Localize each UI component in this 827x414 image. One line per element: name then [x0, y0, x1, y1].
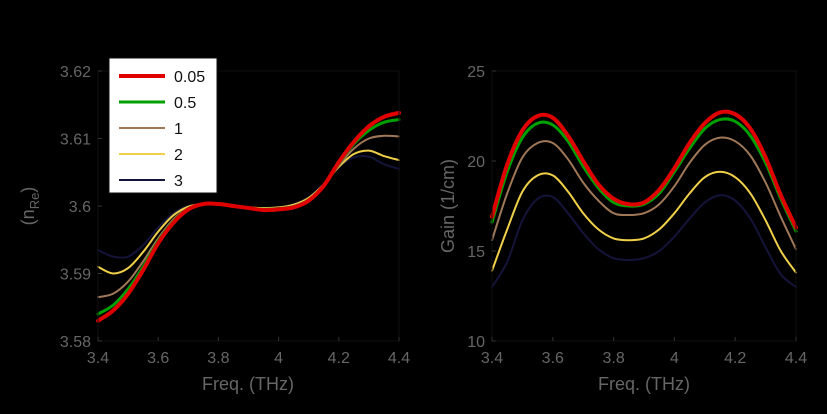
x-tick-label: 4.2: [328, 350, 350, 367]
x-axis-label: Freq. (THz): [202, 374, 294, 394]
y-tick-label: 3.6: [69, 199, 91, 216]
y-axis-label-sub: Re: [27, 193, 42, 210]
y-axis-label-main: (n: [18, 209, 38, 225]
axes-box: [491, 70, 797, 342]
y-tick-label: 3.59: [60, 267, 91, 284]
x-tick-label: 4.4: [785, 350, 807, 367]
series-line-2: [491, 170, 797, 274]
legend-label-3: 3: [174, 173, 183, 190]
x-tick-label: 3.4: [481, 350, 503, 367]
y-axis-label: Gain (1/cm): [438, 159, 458, 253]
x-tick-label: 3.4: [87, 350, 109, 367]
x-tick-label: 3.6: [147, 350, 169, 367]
y-tick-labels: 3.58 3.59 3.6 3.61 3.62: [60, 64, 102, 351]
y-axis-label-close: ): [18, 187, 38, 193]
x-tick-label: 4.2: [724, 350, 746, 367]
legend-label-1: 1: [174, 121, 183, 138]
x-tick-label: 3.8: [207, 350, 229, 367]
plot-area: [492, 71, 796, 341]
series-line-1: [491, 136, 797, 251]
x-tick-labels: 3.4 3.6 3.8 4 4.2 4.4: [481, 337, 807, 367]
series-lines: [490, 109, 798, 288]
series-line-0-05: [96, 110, 401, 323]
series-line-3: [491, 194, 797, 288]
y-tick-label: 3.58: [60, 334, 91, 351]
panel-refractive-index: 3.4 3.6 3.8 4 4.2 4.4 3.58 3.59 3.6 3.61 3.62 Fre…: [18, 57, 410, 394]
x-tick-labels: 3.4 3.6 3.8 4 4.2 4.4: [87, 337, 410, 367]
legend: 0.05 0.5 1 2 3: [108, 57, 218, 194]
y-tick-label: 15: [467, 244, 485, 261]
y-tick-label: 3.61: [60, 132, 91, 149]
y-axis-label: (nRe): [18, 187, 42, 226]
y-tick-label: 20: [467, 154, 485, 171]
y-tick-label: 25: [467, 64, 485, 81]
x-tick-label: 4: [274, 350, 283, 367]
series-lines: [96, 110, 401, 323]
x-tick-label: 3.8: [602, 350, 624, 367]
y-tick-labels: 10 15 20 25: [467, 64, 496, 351]
legend-label-0-5: 0.5: [174, 95, 196, 112]
x-tick-label: 4: [670, 350, 679, 367]
y-tick-label: 3.62: [60, 64, 91, 81]
series-line-0-05: [490, 109, 798, 230]
legend-box: [108, 57, 218, 194]
x-tick-label: 3.6: [542, 350, 564, 367]
y-tick-label: 10: [467, 334, 485, 351]
x-tick-label: 4.4: [388, 350, 410, 367]
panel-gain: 3.4 3.6 3.8 4 4.2 4.4 10 15 20 25 Freq. (THz) Ga…: [438, 64, 807, 394]
legend-label-2: 2: [174, 147, 183, 164]
x-axis-label: Freq. (THz): [598, 374, 690, 394]
legend-label-0-05: 0.05: [174, 69, 205, 86]
